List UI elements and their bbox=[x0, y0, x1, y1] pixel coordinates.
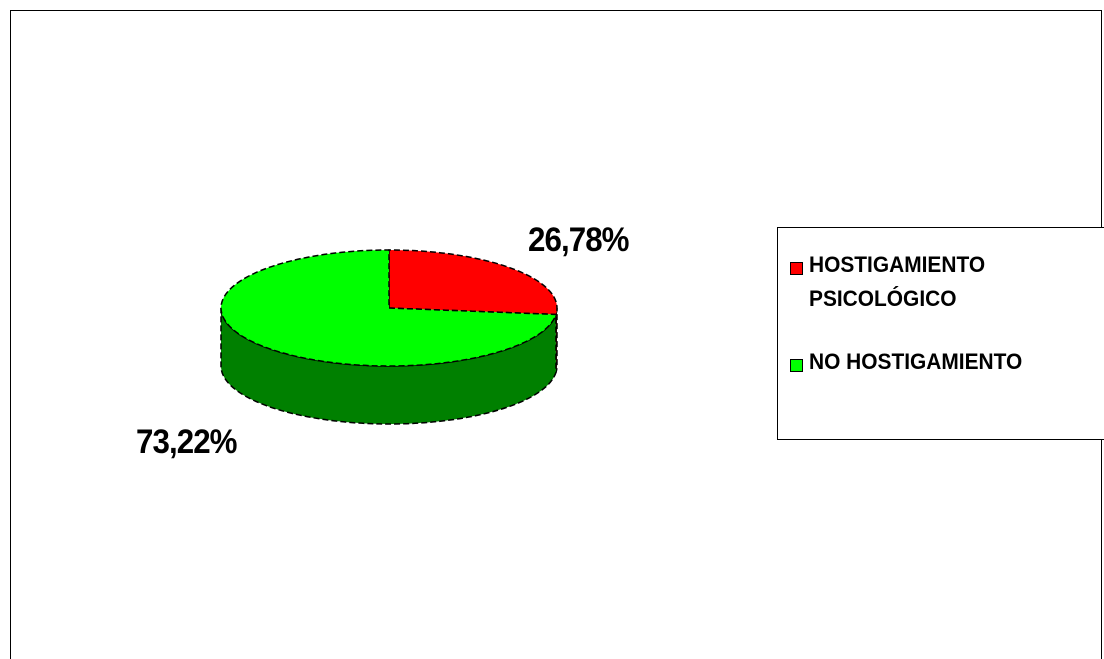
legend-swatch-green bbox=[790, 359, 803, 372]
legend-swatch-red bbox=[790, 262, 803, 275]
pie-slice-0 bbox=[388, 249, 558, 316]
data-label-hostigamiento-psicologico: 26,78% bbox=[528, 221, 630, 259]
legend-label: HOSTIGAMIENTO PSICOLÓGICO bbox=[809, 252, 986, 311]
data-label-no-hostigamiento: 73,22% bbox=[136, 423, 238, 461]
chart-legend: HOSTIGAMIENTO PSICOLÓGICO NO HOSTIGAMIEN… bbox=[777, 227, 1104, 440]
pie-slice-1 bbox=[220, 249, 557, 367]
legend-label: NO HOSTIGAMIENTO bbox=[809, 349, 1023, 374]
pie-3d bbox=[220, 249, 558, 425]
legend-item-no-hostigamiento: NO HOSTIGAMIENTO bbox=[790, 349, 1099, 379]
legend-item-hostigamiento-psicologico: HOSTIGAMIENTO PSICOLÓGICO bbox=[790, 252, 1099, 316]
